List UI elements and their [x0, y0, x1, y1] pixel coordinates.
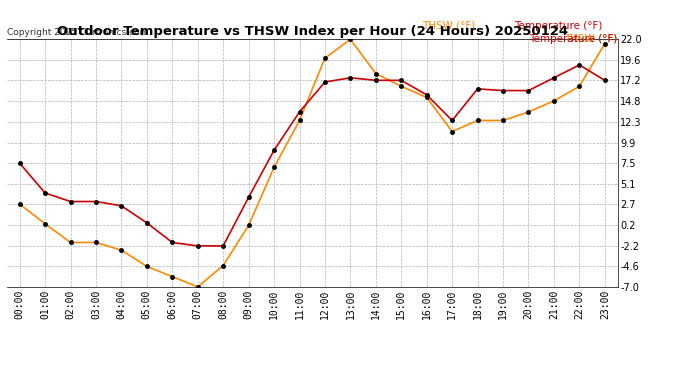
- Text: Copyright 2025 Curtronics.com: Copyright 2025 Curtronics.com: [7, 28, 148, 37]
- Text: Temperature (°F): Temperature (°F): [529, 34, 618, 44]
- Text: THSW (°F): THSW (°F): [564, 34, 618, 44]
- Text: Temperature (°F): Temperature (°F): [514, 21, 602, 31]
- Title: Outdoor Temperature vs THSW Index per Hour (24 Hours) 20250124: Outdoor Temperature vs THSW Index per Ho…: [57, 25, 568, 38]
- Text: THSW (°F): THSW (°F): [422, 21, 475, 31]
